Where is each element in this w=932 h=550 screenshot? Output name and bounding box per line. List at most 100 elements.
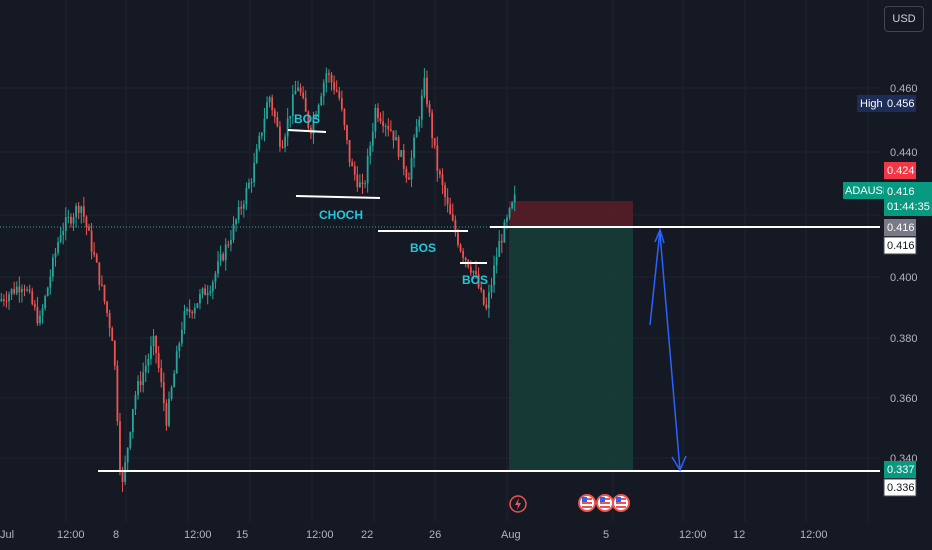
candle-body [379, 117, 382, 122]
candle-body [459, 244, 462, 252]
line-price-tag [883, 236, 917, 255]
candle-body [369, 145, 372, 156]
candle-body [191, 311, 194, 314]
us-flag-event-icon[interactable] [612, 494, 630, 512]
lightning-event-icon[interactable] [509, 495, 527, 513]
price-tick-label: 0.440 [890, 147, 918, 159]
candle-body [312, 117, 315, 134]
candle-body [204, 288, 207, 296]
candle-body [317, 104, 320, 115]
candle-body [77, 205, 80, 213]
candle-body [242, 204, 245, 209]
time-tick-label: Jul [0, 529, 14, 541]
candle-body [219, 254, 222, 262]
candle-body [480, 287, 483, 290]
candle-body [374, 107, 377, 132]
stop-loss-zone[interactable] [509, 201, 633, 227]
target-price-tag-text: 0.337 [887, 464, 915, 476]
candle-body [405, 168, 408, 178]
candle-body [103, 285, 106, 302]
candle-body [384, 125, 387, 127]
candle-body [462, 251, 465, 258]
cursor-price-tag [884, 219, 916, 236]
candle-body [281, 146, 284, 148]
candle-body [428, 104, 431, 113]
time-tick-label: 12:00 [679, 529, 707, 541]
candle-body [268, 97, 271, 103]
candle-body [131, 409, 134, 433]
high-value-box [884, 95, 916, 112]
candle-body [328, 73, 330, 75]
candle-body [209, 291, 212, 294]
candle-body [70, 216, 72, 224]
candle-body [364, 183, 366, 185]
high-label: High [860, 98, 883, 110]
candle-body [41, 308, 44, 316]
symbol-tag-text: ADAUSD [845, 185, 891, 197]
candle-body [139, 381, 142, 386]
price-tick-label: 0.400 [890, 272, 918, 284]
candle-body [291, 94, 294, 117]
choch-line[interactable] [295, 195, 381, 199]
symbol-tag [843, 182, 885, 199]
candle-body [320, 96, 323, 105]
candle-body [224, 244, 227, 261]
stop-price-tag-text: 0.424 [887, 165, 915, 177]
candle-body [180, 329, 183, 344]
candle-body [387, 125, 390, 130]
bos-label-1: BOS [294, 112, 320, 126]
time-tick-label: 5 [603, 529, 609, 541]
candle-body [237, 206, 240, 220]
candle-body [137, 381, 139, 396]
candle-body [485, 304, 488, 309]
level-price-tag [883, 478, 917, 497]
candle-body [162, 382, 165, 404]
candle-body [46, 287, 49, 297]
last-price-tag [884, 182, 932, 216]
candle-body [245, 188, 248, 205]
candle-body [199, 294, 201, 304]
candle-body [348, 140, 351, 163]
candle-body [8, 294, 10, 302]
candle-body [253, 162, 256, 183]
candle-body [126, 447, 129, 463]
candle-body [250, 182, 253, 184]
candle-body [152, 335, 155, 347]
candle-body [150, 346, 152, 359]
candle-body [297, 87, 299, 91]
projection-arrow[interactable] [649, 227, 687, 472]
time-tick-label: 12:00 [57, 529, 85, 541]
candle-body [235, 219, 237, 224]
candle-body [64, 217, 67, 231]
candle-body [511, 202, 514, 209]
time-axis[interactable]: Jul 12:00 8 12:00 15 12:00 22 26 Aug 5 1… [0, 529, 828, 541]
cursor-price-tag-text: 0.416 [887, 222, 915, 234]
us-flag-event-icon[interactable] [578, 494, 596, 512]
bos-line-1[interactable] [287, 129, 327, 133]
candle-body [31, 291, 34, 304]
price-tick-label: 0.460 [890, 83, 918, 95]
price-axis[interactable]: 0.460 0.440 0.400 0.380 0.360 0.340 High… [843, 0, 932, 522]
candle-body [410, 157, 413, 180]
line-price-tag-text: 0.416 [887, 240, 915, 252]
candle-body [400, 150, 403, 157]
target-price-tag [884, 461, 916, 478]
currency-button[interactable]: USD [884, 6, 924, 32]
candle-body [340, 98, 343, 110]
candle-body [193, 307, 196, 314]
candle-body [5, 300, 8, 302]
candle-body [13, 289, 16, 294]
candle-body [276, 117, 279, 127]
price-axis-background [880, 0, 932, 522]
us-flag-event-icon[interactable] [596, 494, 614, 512]
bos-label-3: BOS [462, 273, 488, 287]
stop-price-tag [884, 162, 916, 179]
candle-body [359, 182, 361, 188]
candle-body [129, 432, 132, 448]
candle-body [500, 240, 503, 243]
candle-body [108, 313, 111, 329]
candlestick-series [0, 67, 516, 493]
candle-body [279, 126, 281, 147]
take-profit-zone[interactable] [509, 227, 633, 470]
